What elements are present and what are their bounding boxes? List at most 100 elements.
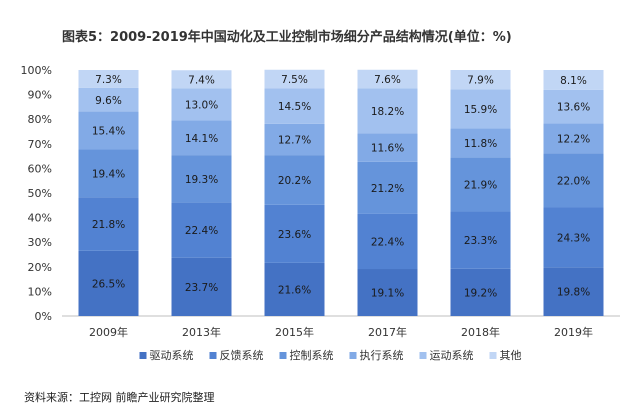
bar-segment (543, 89, 604, 124)
bar-segment (450, 268, 511, 316)
bar-segment (78, 111, 139, 150)
legend-item: 驱动系统 (139, 349, 194, 362)
bar-segment (450, 157, 511, 212)
bar-segment (357, 133, 418, 162)
bar-segment (357, 88, 418, 134)
data-label: 14.1% (185, 133, 218, 145)
bar-segment (171, 155, 232, 203)
data-label: 7.3% (95, 74, 122, 86)
legend-swatch (139, 352, 147, 359)
bar-segment (357, 269, 418, 316)
data-label: 7.6% (374, 74, 401, 86)
data-label: 7.4% (188, 74, 215, 86)
data-label: 26.5% (92, 278, 125, 290)
legend-item: 控制系统 (279, 348, 334, 362)
data-label: 23.6% (278, 229, 311, 241)
legend-item: 运动系统 (419, 349, 474, 362)
data-label: 19.4% (92, 168, 125, 180)
bar-segment (78, 250, 139, 316)
data-label: 19.3% (185, 174, 218, 186)
data-label: 19.2% (464, 287, 497, 299)
data-label: 7.5% (281, 74, 308, 86)
data-label: 13.6% (557, 102, 590, 114)
y-tick-label: 100% (21, 64, 52, 77)
bar-segment (264, 262, 325, 316)
bar-segment (543, 123, 604, 154)
data-label: 21.8% (92, 219, 125, 231)
legend-label: 执行系统 (360, 348, 404, 362)
y-tick-label: 10% (28, 285, 52, 298)
y-tick-label: 30% (28, 236, 52, 249)
legend-label: 驱动系统 (150, 349, 194, 362)
legend-swatch (279, 352, 287, 359)
legend-swatch (489, 352, 497, 359)
data-label: 7.9% (467, 75, 494, 87)
data-label: 8.1% (560, 75, 587, 87)
data-label: 11.8% (464, 138, 497, 150)
y-tick-label: 50% (28, 187, 52, 200)
chart-title: 图表5：2009-2019年中国动化及工业控制市场细分产品结构情况(单位：%) (62, 30, 512, 45)
bar-segment (357, 213, 418, 270)
data-label: 21.9% (464, 180, 497, 192)
source-note: 资料来源：工控网 前瞻产业研究院整理 (24, 391, 215, 404)
data-label: 22.4% (185, 225, 218, 237)
data-label: 14.5% (278, 101, 311, 113)
bar-segment (543, 70, 604, 90)
x-tick-label: 2015年 (275, 325, 314, 339)
labels-layer: 26.5% 21.8% 19.4% 15.4% 9.6% 7.3% 23.7% 22.4% 19… (92, 74, 590, 300)
bars-layer (78, 69, 604, 316)
data-label: 12.2% (557, 133, 590, 145)
legend-label: 控制系统 (290, 348, 334, 362)
x-tick-label: 2009年 (89, 325, 128, 339)
data-label: 22.4% (371, 236, 404, 248)
bar-segment (78, 197, 139, 251)
data-label: 20.2% (278, 175, 311, 187)
bar-segment (264, 69, 325, 89)
x-tick-label: 2017年 (368, 325, 407, 339)
legend-label: 运动系统 (430, 349, 474, 362)
x-tick-label: 2019年 (554, 325, 593, 339)
data-label: 19.8% (557, 287, 590, 299)
bar-segment (171, 120, 232, 156)
data-label: 21.2% (371, 183, 404, 195)
bar-segment (450, 70, 511, 90)
legend-swatch (349, 352, 357, 359)
x-tick-label: 2018年 (461, 325, 500, 339)
data-label: 11.6% (371, 142, 404, 154)
bar-segment (171, 88, 232, 121)
legend-label: 反馈系统 (220, 349, 264, 362)
y-tick-label: 0% (35, 310, 52, 323)
x-tick-labels: 2009年 2013年 2015年 2017年 2018年 2019年 (89, 325, 593, 339)
y-tick-label: 60% (28, 162, 52, 175)
data-label: 13.0% (185, 99, 218, 111)
legend-swatch (209, 352, 217, 359)
data-label: 18.2% (371, 106, 404, 118)
data-label: 12.7% (278, 134, 311, 146)
legend-item: 其他 (489, 349, 522, 362)
bar-segment (357, 69, 418, 89)
bar-segment (450, 211, 511, 269)
bar-segment (543, 267, 604, 316)
bar-segment (78, 149, 139, 198)
bar-segment (264, 123, 325, 156)
bar-segment (543, 207, 604, 268)
data-label: 23.7% (185, 282, 218, 294)
y-tick-label: 80% (28, 113, 52, 126)
data-label: 15.9% (464, 104, 497, 116)
bar-segment (171, 70, 232, 89)
y-tick-label: 20% (28, 261, 52, 274)
legend-label: 其他 (500, 349, 522, 362)
axis-layer: 0% 10% 20% 30% 40% 50% 60% 70% 80% 90% 100% (21, 64, 620, 323)
legend: 驱动系统 反馈系统 控制系统 执行系统 运动系统 其他 (139, 348, 522, 362)
bar-segment (264, 204, 325, 263)
bar-segment (171, 257, 232, 316)
bar-segment (264, 88, 325, 124)
data-label: 24.3% (557, 232, 590, 244)
bar-segment (357, 161, 418, 214)
data-label: 22.0% (557, 175, 590, 187)
bar-segment (264, 155, 325, 205)
y-tick-label: 90% (28, 89, 52, 102)
data-label: 19.1% (371, 288, 404, 300)
bar-segment (450, 128, 511, 158)
